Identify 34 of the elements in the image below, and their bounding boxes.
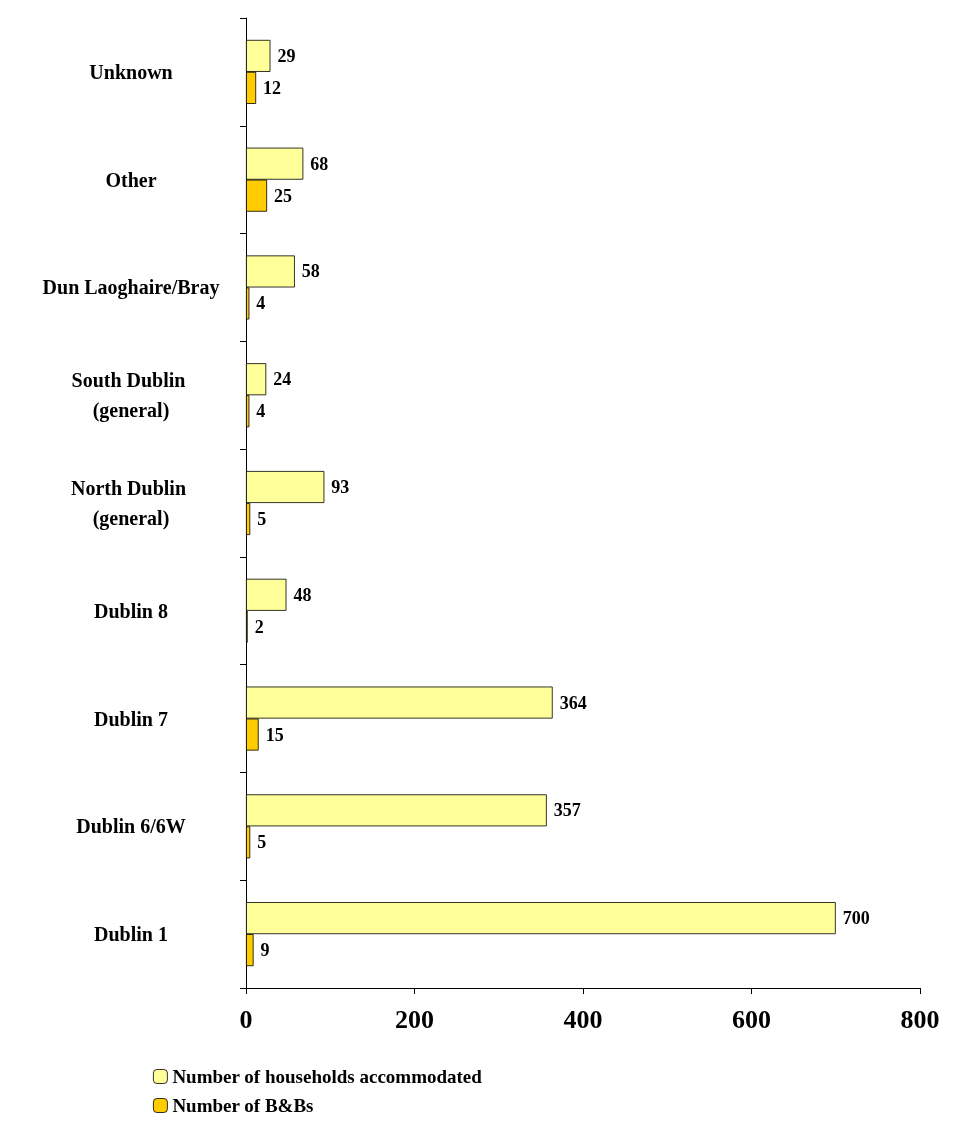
data-label: 5 (257, 832, 267, 853)
x-tick-label: 400 (563, 1004, 603, 1034)
data-label: 48 (293, 584, 312, 605)
data-label: 58 (301, 261, 320, 282)
data-label: 2 (254, 616, 264, 637)
data-label: 364 (559, 692, 587, 713)
x-tick-label: 600 (732, 1004, 771, 1034)
data-label: 4 (256, 401, 266, 422)
y-tick-label: Other (105, 168, 157, 191)
legend-label: Number of households accommodated (172, 1066, 483, 1087)
data-label: 700 (842, 908, 870, 929)
y-tick-label: North Dublin (general) (70, 477, 192, 530)
data-label: 93 (331, 477, 350, 497)
x-tick-label: 800 (900, 1004, 940, 1034)
data-label: 4 (256, 293, 266, 314)
y-tick-label: Dublin 6/6W (76, 815, 186, 838)
data-label: 12 (263, 77, 282, 98)
data-label: 25 (274, 185, 293, 206)
legend-label: Number of B&Bs (172, 1095, 314, 1116)
data-label: 68 (310, 153, 329, 174)
data-label: 15 (265, 724, 284, 745)
data-label: 357 (553, 800, 581, 821)
data-label: 9 (260, 940, 270, 961)
x-tick-label: 200 (395, 1004, 434, 1034)
y-tick-label: Unknown (89, 60, 173, 83)
y-tick-label: Dublin 7 (94, 707, 168, 730)
data-label: 24 (273, 369, 292, 390)
y-tick-label: Dublin 1 (94, 923, 168, 946)
data-label: 5 (257, 509, 267, 529)
x-tick-label: 0 (239, 1004, 253, 1034)
y-tick-label: Dublin 8 (94, 599, 168, 622)
y-tick-label: South Dublin (general) (71, 369, 191, 423)
y-tick-label: Dun Laoghaire/Bray (42, 276, 220, 300)
data-label: 29 (277, 45, 296, 66)
